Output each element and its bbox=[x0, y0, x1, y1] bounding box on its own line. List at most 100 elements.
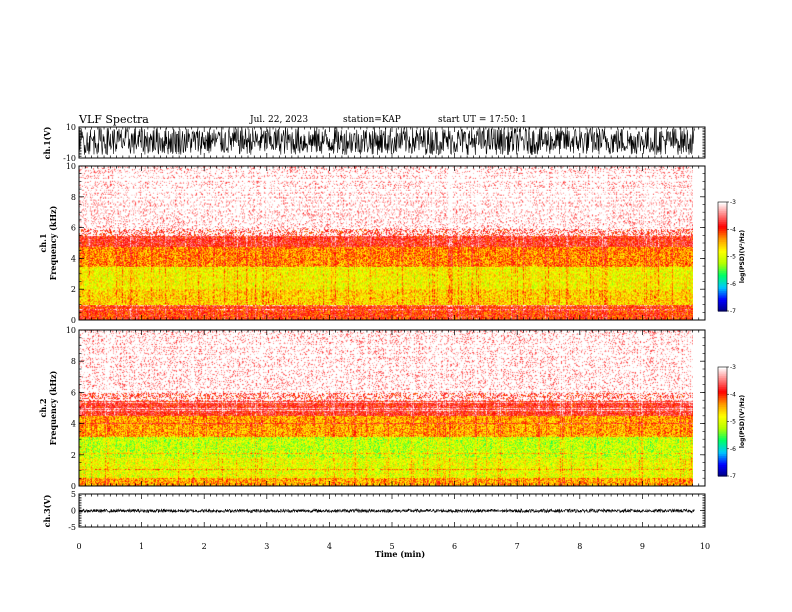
colorbar-tick-label: -5 bbox=[730, 419, 736, 426]
y-tick-label: 0 bbox=[71, 316, 76, 325]
colorbar-swatch bbox=[718, 214, 727, 218]
colorbar-swatch bbox=[718, 423, 727, 426]
colorbar-swatch bbox=[718, 260, 727, 263]
colorbar-swatch bbox=[718, 421, 727, 424]
colorbar-swatch bbox=[718, 430, 727, 433]
colorbar-swatch bbox=[718, 245, 727, 249]
colorbar-tick-label: -6 bbox=[730, 281, 736, 288]
colorbar-swatch bbox=[718, 406, 727, 410]
colorbar-swatch bbox=[718, 229, 727, 232]
colorbar-swatch bbox=[718, 390, 727, 394]
colorbar-swatch bbox=[718, 241, 727, 245]
colorbar-swatch bbox=[718, 205, 727, 209]
colorbar-swatch bbox=[718, 238, 727, 241]
colorbar-swatch bbox=[718, 216, 727, 219]
colorbar-swatch bbox=[718, 240, 727, 243]
x-tick-label: 7 bbox=[515, 542, 520, 551]
colorbar-swatch bbox=[718, 276, 727, 279]
colorbar-swatch bbox=[718, 377, 727, 381]
colorbar-swatch bbox=[718, 426, 727, 430]
colorbar-swatch bbox=[718, 465, 727, 468]
spectrogram-ch1 bbox=[78, 165, 706, 321]
spectrogram-ch2-image bbox=[79, 330, 693, 486]
colorbar-swatch bbox=[718, 367, 727, 370]
colorbar-swatch bbox=[718, 221, 727, 225]
colorbar-swatch bbox=[718, 459, 727, 463]
y-tick-label: 0 bbox=[71, 482, 76, 491]
colorbar-swatch bbox=[718, 278, 727, 281]
colorbar-swatch bbox=[718, 307, 727, 310]
colorbar-swatch bbox=[718, 225, 727, 229]
colorbar-swatch bbox=[718, 405, 727, 408]
ch1-spectrogram-axis-label-top: ch.1 bbox=[38, 233, 48, 252]
ch1-spectrogram-axis-label: Frequency (kHz) bbox=[48, 205, 58, 280]
x-tick-label: 9 bbox=[640, 542, 645, 551]
colorbar-swatch bbox=[718, 218, 727, 221]
colorbar-swatch bbox=[718, 247, 727, 250]
colorbar-swatch bbox=[718, 412, 727, 415]
colorbar-swatch bbox=[718, 417, 727, 421]
colorbar-swatch bbox=[718, 450, 727, 453]
colorbar-swatch bbox=[718, 232, 727, 236]
colorbar-swatch bbox=[718, 396, 727, 399]
colorbar-swatch bbox=[718, 416, 727, 419]
colorbar-swatch bbox=[718, 456, 727, 459]
colorbar-swatch bbox=[718, 280, 727, 283]
y-tick-label: -10 bbox=[63, 154, 76, 163]
colorbar-swatch bbox=[718, 403, 727, 406]
colorbar-tick-label: -3 bbox=[730, 364, 736, 371]
colorbar-swatch bbox=[718, 432, 727, 435]
colorbar-swatch bbox=[718, 466, 727, 470]
colorbar-swatch bbox=[718, 289, 727, 292]
colorbar-tick-label: -3 bbox=[730, 199, 736, 206]
waveform-ch1-trace bbox=[78, 126, 695, 156]
x-axis-label: Time (min) bbox=[375, 549, 425, 559]
colorbar-swatch bbox=[718, 203, 727, 207]
colorbar-swatch bbox=[718, 414, 727, 417]
colorbar-ch2: -3 -4 -5 -6 -7 log(PSD)(V²/Hz) bbox=[717, 364, 746, 480]
colorbar-swatch bbox=[718, 439, 727, 443]
y-tick-label: 2 bbox=[71, 451, 76, 460]
colorbar-swatch bbox=[718, 220, 727, 223]
colorbar-swatch bbox=[718, 305, 727, 308]
colorbar-swatch bbox=[718, 261, 727, 265]
y-tick-label: 10 bbox=[66, 326, 76, 335]
colorbar-swatch bbox=[718, 300, 727, 303]
colorbar-swatch bbox=[718, 274, 727, 278]
colorbar-swatch bbox=[718, 452, 727, 455]
x-tick-label: 4 bbox=[327, 542, 332, 551]
colorbar-swatch bbox=[718, 445, 727, 448]
y-tick-label: 5 bbox=[71, 490, 76, 499]
colorbar-swatch bbox=[718, 283, 727, 287]
ch1-voltage-axis-label: ch.1(V) bbox=[42, 126, 52, 159]
colorbar-swatch bbox=[718, 211, 727, 214]
colorbar-swatch bbox=[718, 298, 727, 301]
date-label: Jul. 22, 2023 bbox=[249, 115, 308, 125]
colorbar-tick-label: -5 bbox=[730, 254, 736, 261]
colorbar-swatch bbox=[718, 368, 727, 372]
colorbar-label: log(PSD)(V²/Hz) bbox=[739, 230, 746, 283]
x-tick-label: 10 bbox=[700, 542, 710, 551]
colorbar-ch1: -3 -4 -5 -6 -7 log(PSD)(V²/Hz) bbox=[717, 199, 746, 315]
y-tick-label: 8 bbox=[71, 357, 76, 366]
y-tick-label: 10 bbox=[66, 162, 76, 171]
colorbar-swatch bbox=[718, 249, 727, 252]
colorbar-swatch bbox=[718, 425, 727, 428]
colorbar-swatch bbox=[718, 267, 727, 270]
colorbar-swatch bbox=[718, 472, 727, 475]
colorbar-swatch bbox=[718, 254, 727, 258]
colorbar-swatch bbox=[718, 236, 727, 239]
colorbar-swatch bbox=[718, 394, 727, 397]
x-tick-label: 5 bbox=[389, 542, 394, 551]
waveform-ch3-trace bbox=[78, 508, 695, 514]
x-tick-label: 2 bbox=[202, 542, 207, 551]
colorbar-swatch bbox=[718, 386, 727, 390]
colorbar-swatch bbox=[718, 294, 727, 298]
colorbar-swatch bbox=[718, 227, 727, 230]
x-tick-label: 1 bbox=[139, 542, 144, 551]
colorbar-swatch bbox=[718, 385, 727, 388]
colorbar-swatch bbox=[718, 258, 727, 261]
colorbar-swatch bbox=[718, 428, 727, 432]
y-tick-label: 4 bbox=[71, 254, 76, 263]
